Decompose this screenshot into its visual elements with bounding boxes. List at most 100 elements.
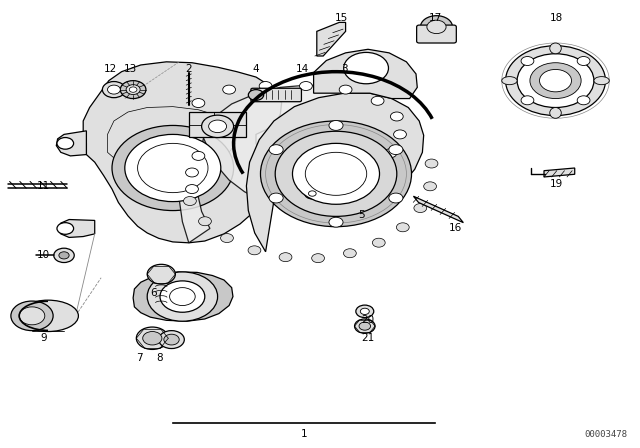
Circle shape bbox=[389, 145, 403, 155]
Circle shape bbox=[360, 308, 369, 314]
Circle shape bbox=[356, 305, 374, 318]
Ellipse shape bbox=[594, 77, 609, 85]
Circle shape bbox=[192, 99, 205, 108]
Circle shape bbox=[59, 252, 69, 259]
Circle shape bbox=[248, 246, 261, 255]
Circle shape bbox=[186, 185, 198, 194]
Circle shape bbox=[136, 327, 168, 349]
Text: 10: 10 bbox=[37, 250, 50, 260]
Circle shape bbox=[371, 96, 384, 105]
Circle shape bbox=[147, 264, 175, 284]
Circle shape bbox=[54, 248, 74, 263]
Text: 6: 6 bbox=[150, 289, 157, 298]
Circle shape bbox=[11, 301, 53, 331]
Circle shape bbox=[312, 254, 324, 263]
Text: 21: 21 bbox=[362, 333, 374, 343]
Text: 20: 20 bbox=[362, 315, 374, 325]
Circle shape bbox=[329, 217, 343, 227]
Polygon shape bbox=[133, 272, 233, 321]
Circle shape bbox=[300, 82, 312, 90]
Circle shape bbox=[540, 69, 572, 92]
Polygon shape bbox=[83, 62, 282, 243]
Circle shape bbox=[143, 332, 162, 345]
Text: 15: 15 bbox=[335, 13, 348, 23]
Polygon shape bbox=[544, 168, 575, 177]
Circle shape bbox=[344, 52, 388, 84]
Circle shape bbox=[223, 85, 236, 94]
Circle shape bbox=[159, 331, 184, 349]
Text: 7: 7 bbox=[136, 353, 143, 363]
Ellipse shape bbox=[502, 77, 517, 85]
Circle shape bbox=[269, 193, 283, 203]
Circle shape bbox=[359, 322, 371, 330]
Circle shape bbox=[372, 238, 385, 247]
Text: 4: 4 bbox=[253, 65, 259, 74]
Text: 13: 13 bbox=[124, 65, 137, 74]
Bar bbox=[189, 112, 246, 137]
Text: 00003478: 00003478 bbox=[584, 430, 627, 439]
Circle shape bbox=[355, 319, 375, 333]
Circle shape bbox=[344, 249, 356, 258]
Circle shape bbox=[198, 217, 211, 226]
Circle shape bbox=[424, 182, 436, 191]
Circle shape bbox=[577, 56, 590, 65]
Ellipse shape bbox=[18, 300, 79, 332]
Circle shape bbox=[120, 81, 146, 99]
Circle shape bbox=[396, 223, 409, 232]
Circle shape bbox=[57, 138, 74, 149]
Circle shape bbox=[517, 54, 594, 108]
Circle shape bbox=[329, 121, 343, 130]
Circle shape bbox=[269, 145, 283, 155]
Text: 2: 2 bbox=[186, 65, 192, 74]
FancyBboxPatch shape bbox=[417, 25, 456, 43]
Ellipse shape bbox=[550, 108, 561, 118]
Polygon shape bbox=[317, 22, 346, 56]
Circle shape bbox=[427, 20, 446, 34]
Text: 14: 14 bbox=[296, 65, 308, 74]
Text: 17: 17 bbox=[429, 13, 442, 23]
Circle shape bbox=[112, 125, 234, 211]
Text: 12: 12 bbox=[104, 65, 117, 74]
Circle shape bbox=[248, 90, 264, 100]
Text: 1: 1 bbox=[301, 429, 307, 439]
Circle shape bbox=[260, 121, 412, 227]
Text: 11: 11 bbox=[37, 181, 50, 191]
Text: 9: 9 bbox=[40, 333, 47, 343]
Circle shape bbox=[259, 82, 272, 90]
Polygon shape bbox=[246, 93, 424, 252]
Circle shape bbox=[160, 281, 205, 312]
Circle shape bbox=[530, 63, 581, 99]
Circle shape bbox=[102, 82, 125, 98]
Ellipse shape bbox=[550, 43, 561, 54]
Text: 8: 8 bbox=[157, 353, 163, 363]
Circle shape bbox=[521, 56, 534, 65]
Circle shape bbox=[221, 233, 234, 242]
Circle shape bbox=[202, 115, 234, 138]
FancyBboxPatch shape bbox=[251, 88, 301, 102]
Circle shape bbox=[108, 85, 120, 94]
Text: 3: 3 bbox=[341, 65, 348, 74]
Circle shape bbox=[164, 334, 179, 345]
Circle shape bbox=[184, 197, 196, 206]
Circle shape bbox=[292, 143, 380, 204]
Circle shape bbox=[390, 112, 403, 121]
Circle shape bbox=[384, 149, 397, 158]
Circle shape bbox=[414, 203, 427, 212]
Circle shape bbox=[192, 151, 205, 160]
Text: 16: 16 bbox=[449, 224, 462, 233]
Circle shape bbox=[577, 96, 590, 105]
Circle shape bbox=[57, 223, 74, 234]
Polygon shape bbox=[413, 196, 463, 223]
Circle shape bbox=[19, 307, 45, 325]
Circle shape bbox=[305, 188, 320, 199]
Circle shape bbox=[275, 131, 397, 216]
Polygon shape bbox=[179, 85, 404, 243]
Circle shape bbox=[209, 120, 227, 133]
Circle shape bbox=[389, 193, 403, 203]
Circle shape bbox=[186, 168, 198, 177]
Circle shape bbox=[521, 96, 534, 105]
Text: 18: 18 bbox=[550, 13, 563, 23]
Circle shape bbox=[339, 85, 352, 94]
Polygon shape bbox=[56, 131, 86, 156]
Circle shape bbox=[125, 134, 221, 202]
